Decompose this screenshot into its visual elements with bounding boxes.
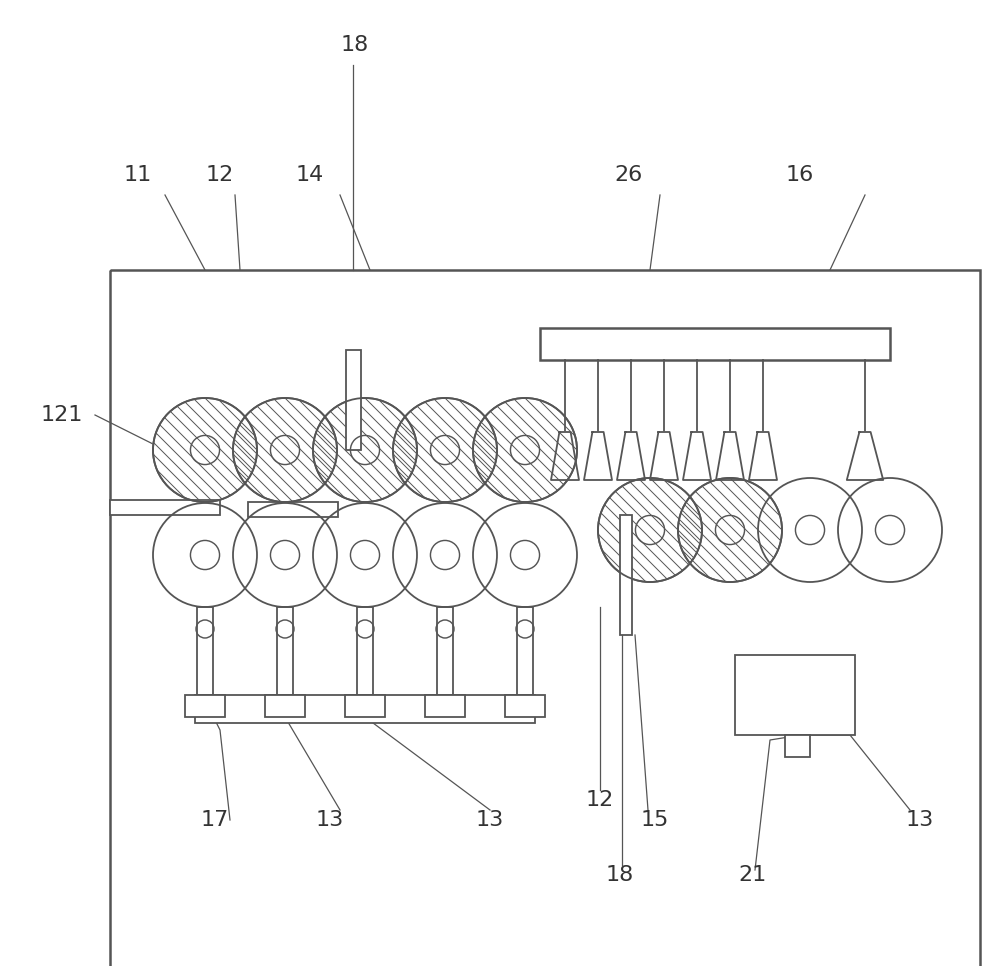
Circle shape xyxy=(473,503,577,607)
Polygon shape xyxy=(683,432,711,480)
Circle shape xyxy=(153,503,257,607)
Bar xyxy=(346,350,361,450)
Text: 18: 18 xyxy=(606,865,634,885)
Text: 11: 11 xyxy=(124,165,152,185)
Polygon shape xyxy=(584,432,612,480)
Text: 121: 121 xyxy=(41,405,83,425)
Circle shape xyxy=(838,478,942,582)
Text: 12: 12 xyxy=(586,790,614,810)
Text: 13: 13 xyxy=(476,810,504,830)
Polygon shape xyxy=(617,432,645,480)
Text: 13: 13 xyxy=(316,810,344,830)
Circle shape xyxy=(473,398,577,502)
Bar xyxy=(505,695,545,717)
Polygon shape xyxy=(650,432,678,480)
Circle shape xyxy=(393,503,497,607)
Text: 14: 14 xyxy=(296,165,324,185)
Bar xyxy=(785,735,810,757)
Circle shape xyxy=(153,398,257,502)
Bar xyxy=(517,607,533,695)
Polygon shape xyxy=(847,432,883,480)
Bar xyxy=(195,695,535,723)
Polygon shape xyxy=(716,432,744,480)
Bar xyxy=(345,695,385,717)
Circle shape xyxy=(313,398,417,502)
Bar xyxy=(357,607,373,695)
Text: 26: 26 xyxy=(614,165,642,185)
Bar xyxy=(265,695,305,717)
Bar xyxy=(437,607,453,695)
Text: 18: 18 xyxy=(341,35,369,55)
Text: 21: 21 xyxy=(738,865,766,885)
Circle shape xyxy=(313,503,417,607)
Bar xyxy=(185,695,225,717)
Text: 16: 16 xyxy=(786,165,814,185)
Bar xyxy=(425,695,465,717)
Text: 17: 17 xyxy=(201,810,229,830)
Bar xyxy=(110,500,220,515)
Polygon shape xyxy=(551,432,579,480)
Bar xyxy=(110,270,980,966)
Bar xyxy=(197,607,213,695)
Circle shape xyxy=(233,503,337,607)
Circle shape xyxy=(393,398,497,502)
Bar xyxy=(540,328,890,360)
Polygon shape xyxy=(749,432,777,480)
Bar xyxy=(735,655,855,735)
Bar xyxy=(620,515,632,635)
Circle shape xyxy=(678,478,782,582)
Circle shape xyxy=(758,478,862,582)
Circle shape xyxy=(598,478,702,582)
Bar xyxy=(248,502,338,517)
Text: 15: 15 xyxy=(641,810,669,830)
Bar xyxy=(277,607,293,695)
Circle shape xyxy=(233,398,337,502)
Text: 12: 12 xyxy=(206,165,234,185)
Text: 13: 13 xyxy=(906,810,934,830)
